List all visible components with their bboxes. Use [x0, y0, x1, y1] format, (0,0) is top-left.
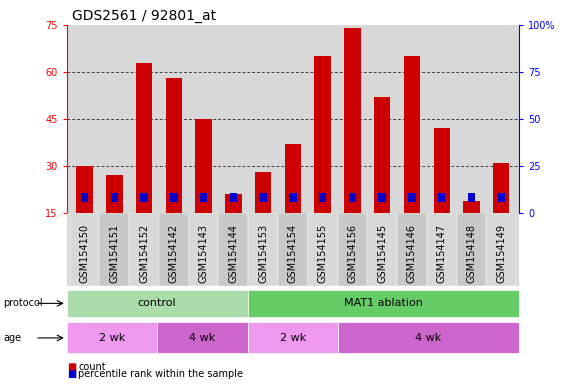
- Bar: [498, 193, 505, 202]
- Bar: [345, 28, 361, 213]
- Bar: [188, 213, 219, 286]
- Bar: [259, 193, 267, 202]
- Text: MAT1 ablation: MAT1 ablation: [344, 298, 423, 308]
- Bar: [195, 119, 212, 213]
- Bar: [314, 56, 331, 213]
- Text: GSM154147: GSM154147: [437, 224, 447, 283]
- Bar: [81, 193, 88, 202]
- Bar: [170, 193, 177, 202]
- Bar: [166, 78, 182, 213]
- Bar: [379, 193, 386, 202]
- Bar: [70, 213, 99, 286]
- Bar: [159, 213, 188, 286]
- Text: GSM154149: GSM154149: [496, 224, 506, 283]
- Bar: [77, 166, 93, 213]
- Bar: [397, 213, 427, 286]
- Bar: [67, 290, 248, 317]
- Text: GSM154156: GSM154156: [347, 224, 357, 283]
- Bar: [487, 213, 516, 286]
- Text: GSM154142: GSM154142: [169, 224, 179, 283]
- Text: GSM154153: GSM154153: [258, 224, 268, 283]
- Bar: [427, 213, 456, 286]
- Text: GDS2561 / 92801_at: GDS2561 / 92801_at: [72, 9, 216, 23]
- Text: GSM154144: GSM154144: [229, 224, 238, 283]
- Bar: [67, 323, 157, 353]
- Text: GSM154151: GSM154151: [109, 224, 119, 283]
- Bar: [467, 193, 475, 202]
- Bar: [308, 213, 338, 286]
- Text: GSM154145: GSM154145: [377, 224, 387, 283]
- Bar: [338, 213, 367, 286]
- Text: count: count: [78, 362, 106, 372]
- Bar: [289, 193, 296, 202]
- Bar: [200, 193, 207, 202]
- Bar: [136, 63, 153, 213]
- Bar: [129, 213, 159, 286]
- Bar: [374, 97, 390, 213]
- Bar: [248, 213, 278, 286]
- Bar: [367, 213, 397, 286]
- Bar: [463, 200, 480, 213]
- Text: GSM154148: GSM154148: [466, 224, 477, 283]
- Text: percentile rank within the sample: percentile rank within the sample: [78, 369, 243, 379]
- Bar: [248, 323, 338, 353]
- Bar: [219, 213, 248, 286]
- Bar: [278, 213, 308, 286]
- Text: 4 wk: 4 wk: [189, 333, 216, 343]
- Text: 4 wk: 4 wk: [415, 333, 442, 343]
- Bar: [408, 193, 416, 202]
- Bar: [106, 175, 122, 213]
- Bar: [99, 213, 129, 286]
- Bar: [456, 213, 487, 286]
- Text: GSM154152: GSM154152: [139, 224, 149, 283]
- Text: GSM154155: GSM154155: [318, 224, 328, 283]
- Bar: [230, 193, 237, 202]
- Text: GSM154154: GSM154154: [288, 224, 298, 283]
- Bar: [255, 172, 271, 213]
- Bar: [157, 323, 248, 353]
- Bar: [493, 163, 509, 213]
- Bar: [225, 194, 241, 213]
- Bar: [349, 193, 356, 202]
- Bar: [433, 128, 450, 213]
- Bar: [338, 323, 519, 353]
- Text: 2 wk: 2 wk: [99, 333, 125, 343]
- Bar: [438, 193, 445, 202]
- Text: protocol: protocol: [3, 298, 42, 308]
- Bar: [319, 193, 327, 202]
- Text: age: age: [3, 333, 21, 343]
- Bar: [248, 290, 519, 317]
- Text: GSM154150: GSM154150: [79, 224, 89, 283]
- Text: ■: ■: [67, 362, 76, 372]
- Bar: [404, 56, 420, 213]
- Text: ■: ■: [67, 369, 76, 379]
- Text: control: control: [138, 298, 176, 308]
- Text: GSM154143: GSM154143: [198, 224, 209, 283]
- Bar: [285, 144, 301, 213]
- Bar: [140, 193, 148, 202]
- Text: 2 wk: 2 wk: [280, 333, 306, 343]
- Bar: [111, 193, 118, 202]
- Text: GSM154146: GSM154146: [407, 224, 417, 283]
